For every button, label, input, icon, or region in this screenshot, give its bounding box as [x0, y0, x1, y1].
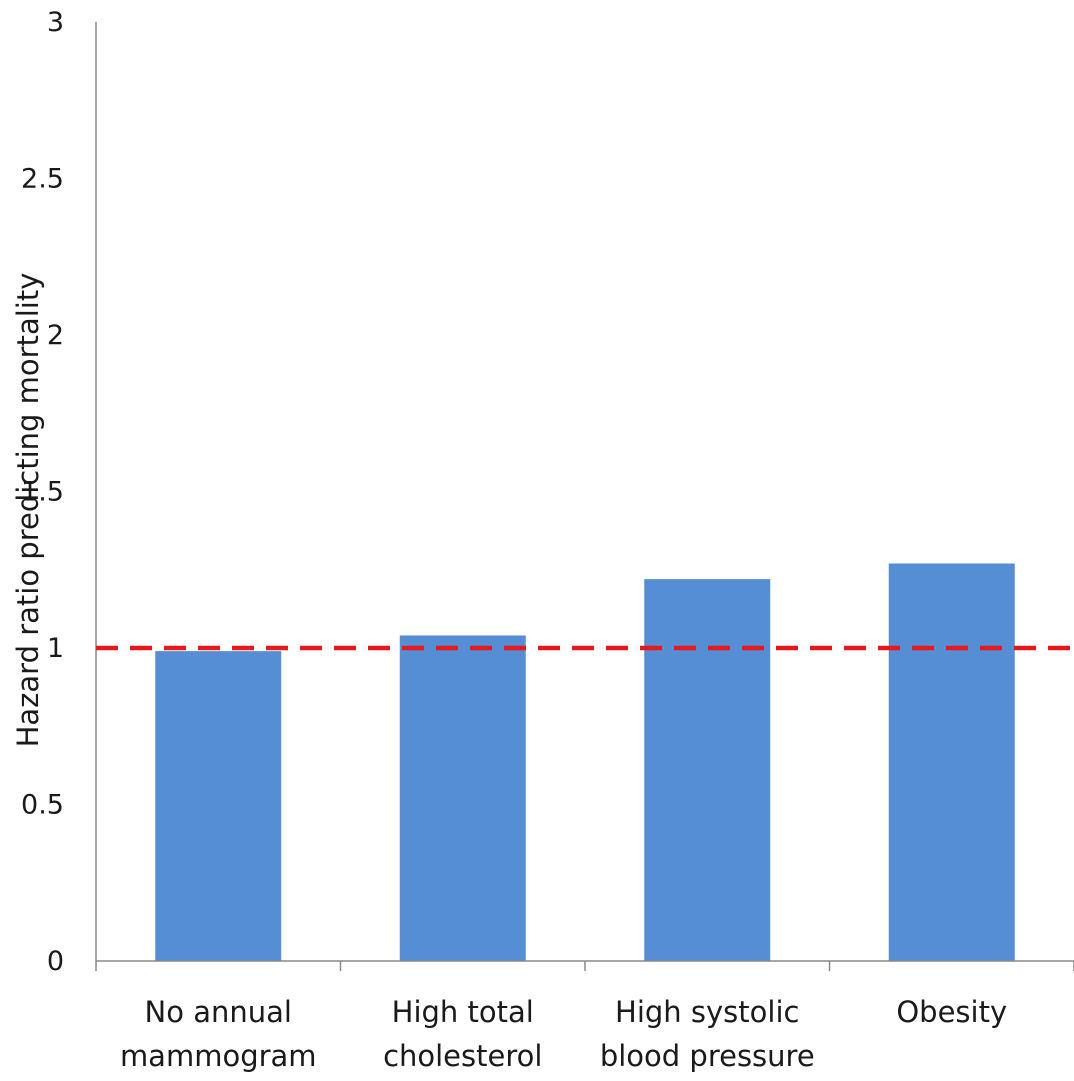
bar: [155, 651, 282, 961]
y-tick-label: 2.5: [21, 164, 64, 195]
x-tick-marks: [95, 961, 1074, 971]
x-category-label: High systolic blood pressure: [600, 995, 815, 1073]
y-tick-label: 0: [47, 946, 64, 977]
bar: [888, 563, 1015, 961]
x-category-label: High total cholesterol: [383, 995, 542, 1073]
x-category-label: Obesity: [896, 995, 1007, 1029]
y-tick-label: 1: [47, 633, 64, 664]
bar: [644, 579, 771, 961]
y-tick-label: 0.5: [21, 790, 64, 821]
y-tick-label: 1.5: [21, 477, 64, 508]
y-axis-title: Hazard ratio predicting mortality: [11, 273, 45, 748]
y-tick-label: 2: [47, 320, 64, 351]
bars-group: [155, 563, 1015, 961]
bar: [399, 635, 526, 961]
y-tick-label: 3: [47, 7, 64, 38]
x-category-label: No annual mammogram: [120, 995, 317, 1073]
x-category-labels: No annual mammogram High total cholesterol H…: [120, 995, 1007, 1073]
y-tick-labels: 0 0.5 1 1.5 2 2.5 3: [21, 7, 64, 977]
